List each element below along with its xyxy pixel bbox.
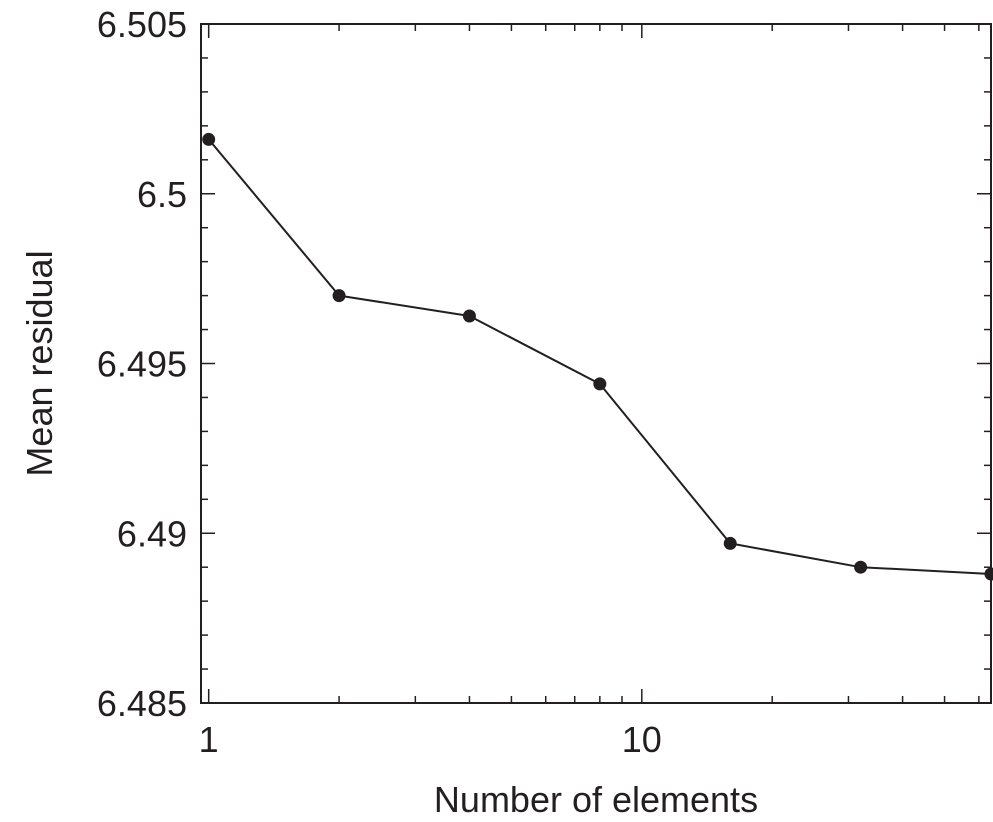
data-point-32: [854, 560, 868, 574]
x-tick-label-10: 10: [622, 719, 662, 760]
y-tick-label-6-49: 6.49: [117, 513, 187, 554]
data-point-64: [984, 567, 993, 581]
y-tick-label-6-505: 6.505: [97, 4, 187, 45]
y-tick-label-6-495: 6.495: [97, 344, 187, 385]
series: [202, 132, 993, 581]
plot-frame: [200, 23, 992, 704]
tick-labels: 6.505 6.5 6.495 6.49 6.485 1 10: [97, 4, 662, 760]
data-point-2: [332, 289, 346, 303]
y-axis-label: Mean residual: [19, 250, 60, 476]
plot-border: [200, 23, 992, 704]
x-axis-label: Number of elements: [434, 779, 758, 820]
data-point-16: [723, 536, 737, 550]
axis-ticks: [201, 23, 991, 704]
x-tick-label-1: 1: [199, 719, 219, 760]
data-point-8: [593, 377, 607, 391]
y-tick-label-6-485: 6.485: [97, 683, 187, 724]
data-point-1: [202, 132, 216, 146]
data-point-4: [462, 309, 476, 323]
y-tick-label-6-5: 6.5: [137, 174, 187, 215]
series-line: [207, 138, 992, 575]
